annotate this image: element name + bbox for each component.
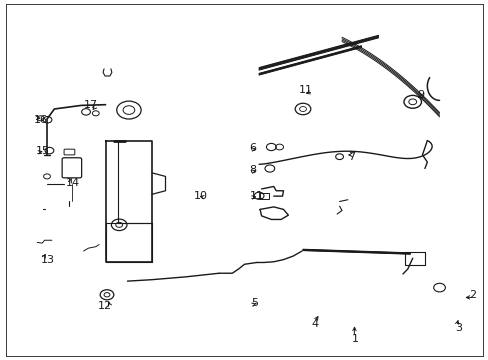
Text: 6: 6 — [249, 143, 256, 153]
Text: 17: 17 — [84, 100, 98, 110]
Text: 4: 4 — [311, 319, 318, 329]
Text: 2: 2 — [468, 291, 475, 301]
Text: 13: 13 — [41, 255, 55, 265]
Text: 1: 1 — [351, 333, 358, 343]
Text: 11: 11 — [298, 85, 312, 95]
Text: 3: 3 — [455, 323, 462, 333]
Text: 15: 15 — [36, 145, 50, 156]
Text: 8: 8 — [249, 165, 256, 175]
Text: 12: 12 — [98, 301, 112, 311]
Text: 5: 5 — [250, 298, 257, 308]
Text: 7: 7 — [348, 152, 355, 162]
Text: 10: 10 — [194, 191, 207, 201]
Text: 11: 11 — [249, 191, 263, 201]
Text: 14: 14 — [66, 178, 80, 188]
Text: 16: 16 — [34, 115, 48, 125]
Text: 9: 9 — [416, 90, 423, 100]
